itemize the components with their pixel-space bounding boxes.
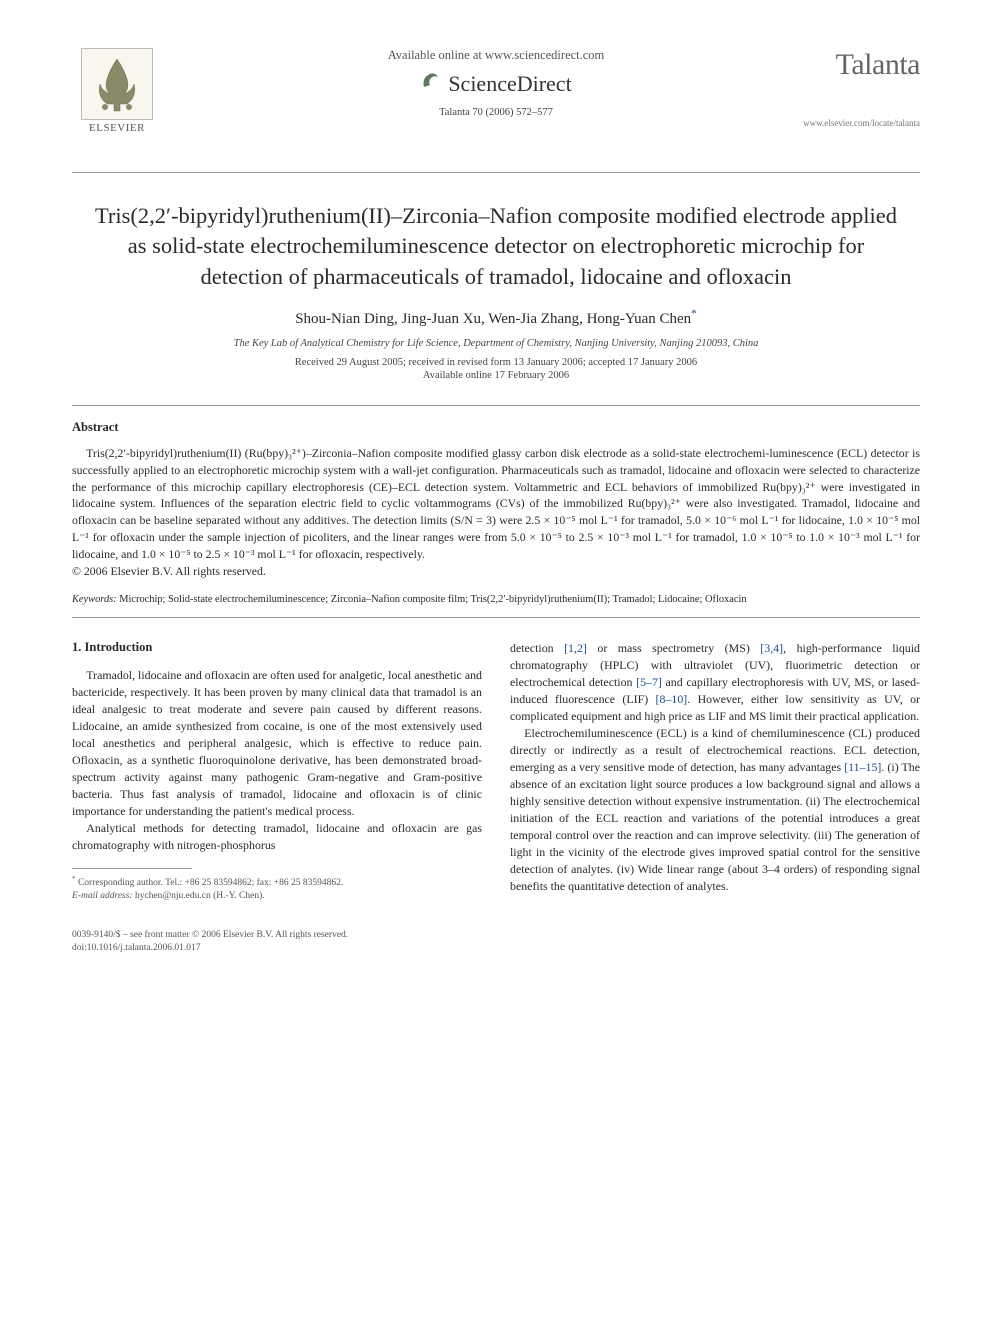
left-body: Tramadol, lidocaine and ofloxacin are of…: [72, 667, 482, 854]
footnote-rule: [72, 868, 192, 869]
header-row: ELSEVIER Available online at www.science…: [72, 48, 920, 168]
ref-link-5-7[interactable]: [5–7]: [636, 675, 662, 689]
journal-reference: Talanta 70 (2006) 572–577: [252, 107, 740, 118]
copyright-line: © 2006 Elsevier B.V. All rights reserved…: [72, 564, 920, 579]
front-matter-line: 0039-9140/$ – see front matter © 2006 El…: [72, 929, 482, 942]
online-date: Available online 17 February 2006: [72, 370, 920, 381]
ref-link-3-4[interactable]: [3,4]: [760, 641, 783, 655]
keywords-text: Microchip; Solid-state electrochemilumin…: [119, 594, 746, 605]
frag: . (i) The absence of an excitation light…: [510, 760, 920, 893]
doi-line: doi:10.1016/j.talanta.2006.01.017: [72, 942, 482, 955]
sciencedirect-logo: ScienceDirect: [252, 69, 740, 97]
intro-p2-cont: detection [1,2] or mass spectrometry (MS…: [510, 640, 920, 725]
elsevier-label: ELSEVIER: [89, 122, 145, 134]
intro-p1: Tramadol, lidocaine and ofloxacin are of…: [72, 667, 482, 820]
corresponding-author-link[interactable]: *: [691, 311, 697, 327]
elsevier-tree-icon: [81, 48, 153, 120]
ref-link-11-15[interactable]: [11–15]: [844, 760, 881, 774]
abstract-bottom-rule: [72, 617, 920, 618]
intro-p3: Electrochemiluminescence (ECL) is a kind…: [510, 725, 920, 895]
footnote-block: * Corresponding author. Tel.: +86 25 835…: [72, 875, 482, 903]
right-body: detection [1,2] or mass spectrometry (MS…: [510, 640, 920, 895]
section-1-heading: 1. Introduction: [72, 640, 482, 655]
talanta-wordmark: Talanta: [770, 48, 920, 82]
intro-p2: Analytical methods for detecting tramado…: [72, 820, 482, 854]
email-label: E-mail address:: [72, 891, 133, 901]
body-columns: 1. Introduction Tramadol, lidocaine and …: [72, 640, 920, 955]
abstract-text: Tris(2,2′-bipyridyl)ruthenium(II) (Ru(bp…: [72, 445, 920, 562]
abstract-heading: Abstract: [72, 420, 920, 435]
corr-contact: Corresponding author. Tel.: +86 25 83594…: [78, 878, 343, 888]
email-line: E-mail address: hychen@nju.edu.cn (H.-Y.…: [72, 890, 482, 903]
journal-brand-block: Talanta www.elsevier.com/locate/talanta: [770, 48, 920, 128]
ref-link-8-10[interactable]: [8–10]: [656, 692, 688, 706]
keywords-line: Keywords: Microchip; Solid-state electro…: [72, 593, 920, 607]
authors-names: Shou-Nian Ding, Jing-Juan Xu, Wen-Jia Zh…: [295, 311, 691, 327]
article-title: Tris(2,2′-bipyridyl)ruthenium(II)–Zircon…: [92, 201, 900, 292]
sciencedirect-icon: [420, 69, 442, 91]
journal-page: ELSEVIER Available online at www.science…: [0, 0, 992, 1002]
center-header: Available online at www.sciencedirect.co…: [252, 48, 740, 118]
frag: or mass spectrometry (MS): [587, 641, 760, 655]
header-rule: [72, 172, 920, 173]
corresponding-author-note: * Corresponding author. Tel.: +86 25 835…: [72, 875, 482, 890]
left-column: 1. Introduction Tramadol, lidocaine and …: [72, 640, 482, 955]
journal-url: www.elsevier.com/locate/talanta: [770, 118, 920, 128]
abstract-top-rule: [72, 405, 920, 406]
affiliation: The Key Lab of Analytical Chemistry for …: [72, 338, 920, 349]
authors-line: Shou-Nian Ding, Jing-Juan Xu, Wen-Jia Zh…: [72, 308, 920, 328]
right-column: detection [1,2] or mass spectrometry (MS…: [510, 640, 920, 955]
footnote-star: *: [72, 875, 76, 883]
ref-link-1-2[interactable]: [1,2]: [564, 641, 587, 655]
email-value: hychen@nju.edu.cn (H.-Y. Chen).: [135, 891, 265, 901]
corr-marker: *: [691, 308, 697, 320]
available-online-text: Available online at www.sciencedirect.co…: [252, 48, 740, 63]
bottom-meta: 0039-9140/$ – see front matter © 2006 El…: [72, 929, 482, 955]
elsevier-logo-block: ELSEVIER: [72, 48, 162, 134]
keywords-label: Keywords:: [72, 594, 117, 605]
frag: detection: [510, 641, 564, 655]
received-dates: Received 29 August 2005; received in rev…: [72, 357, 920, 368]
sciencedirect-text: ScienceDirect: [448, 71, 571, 97]
